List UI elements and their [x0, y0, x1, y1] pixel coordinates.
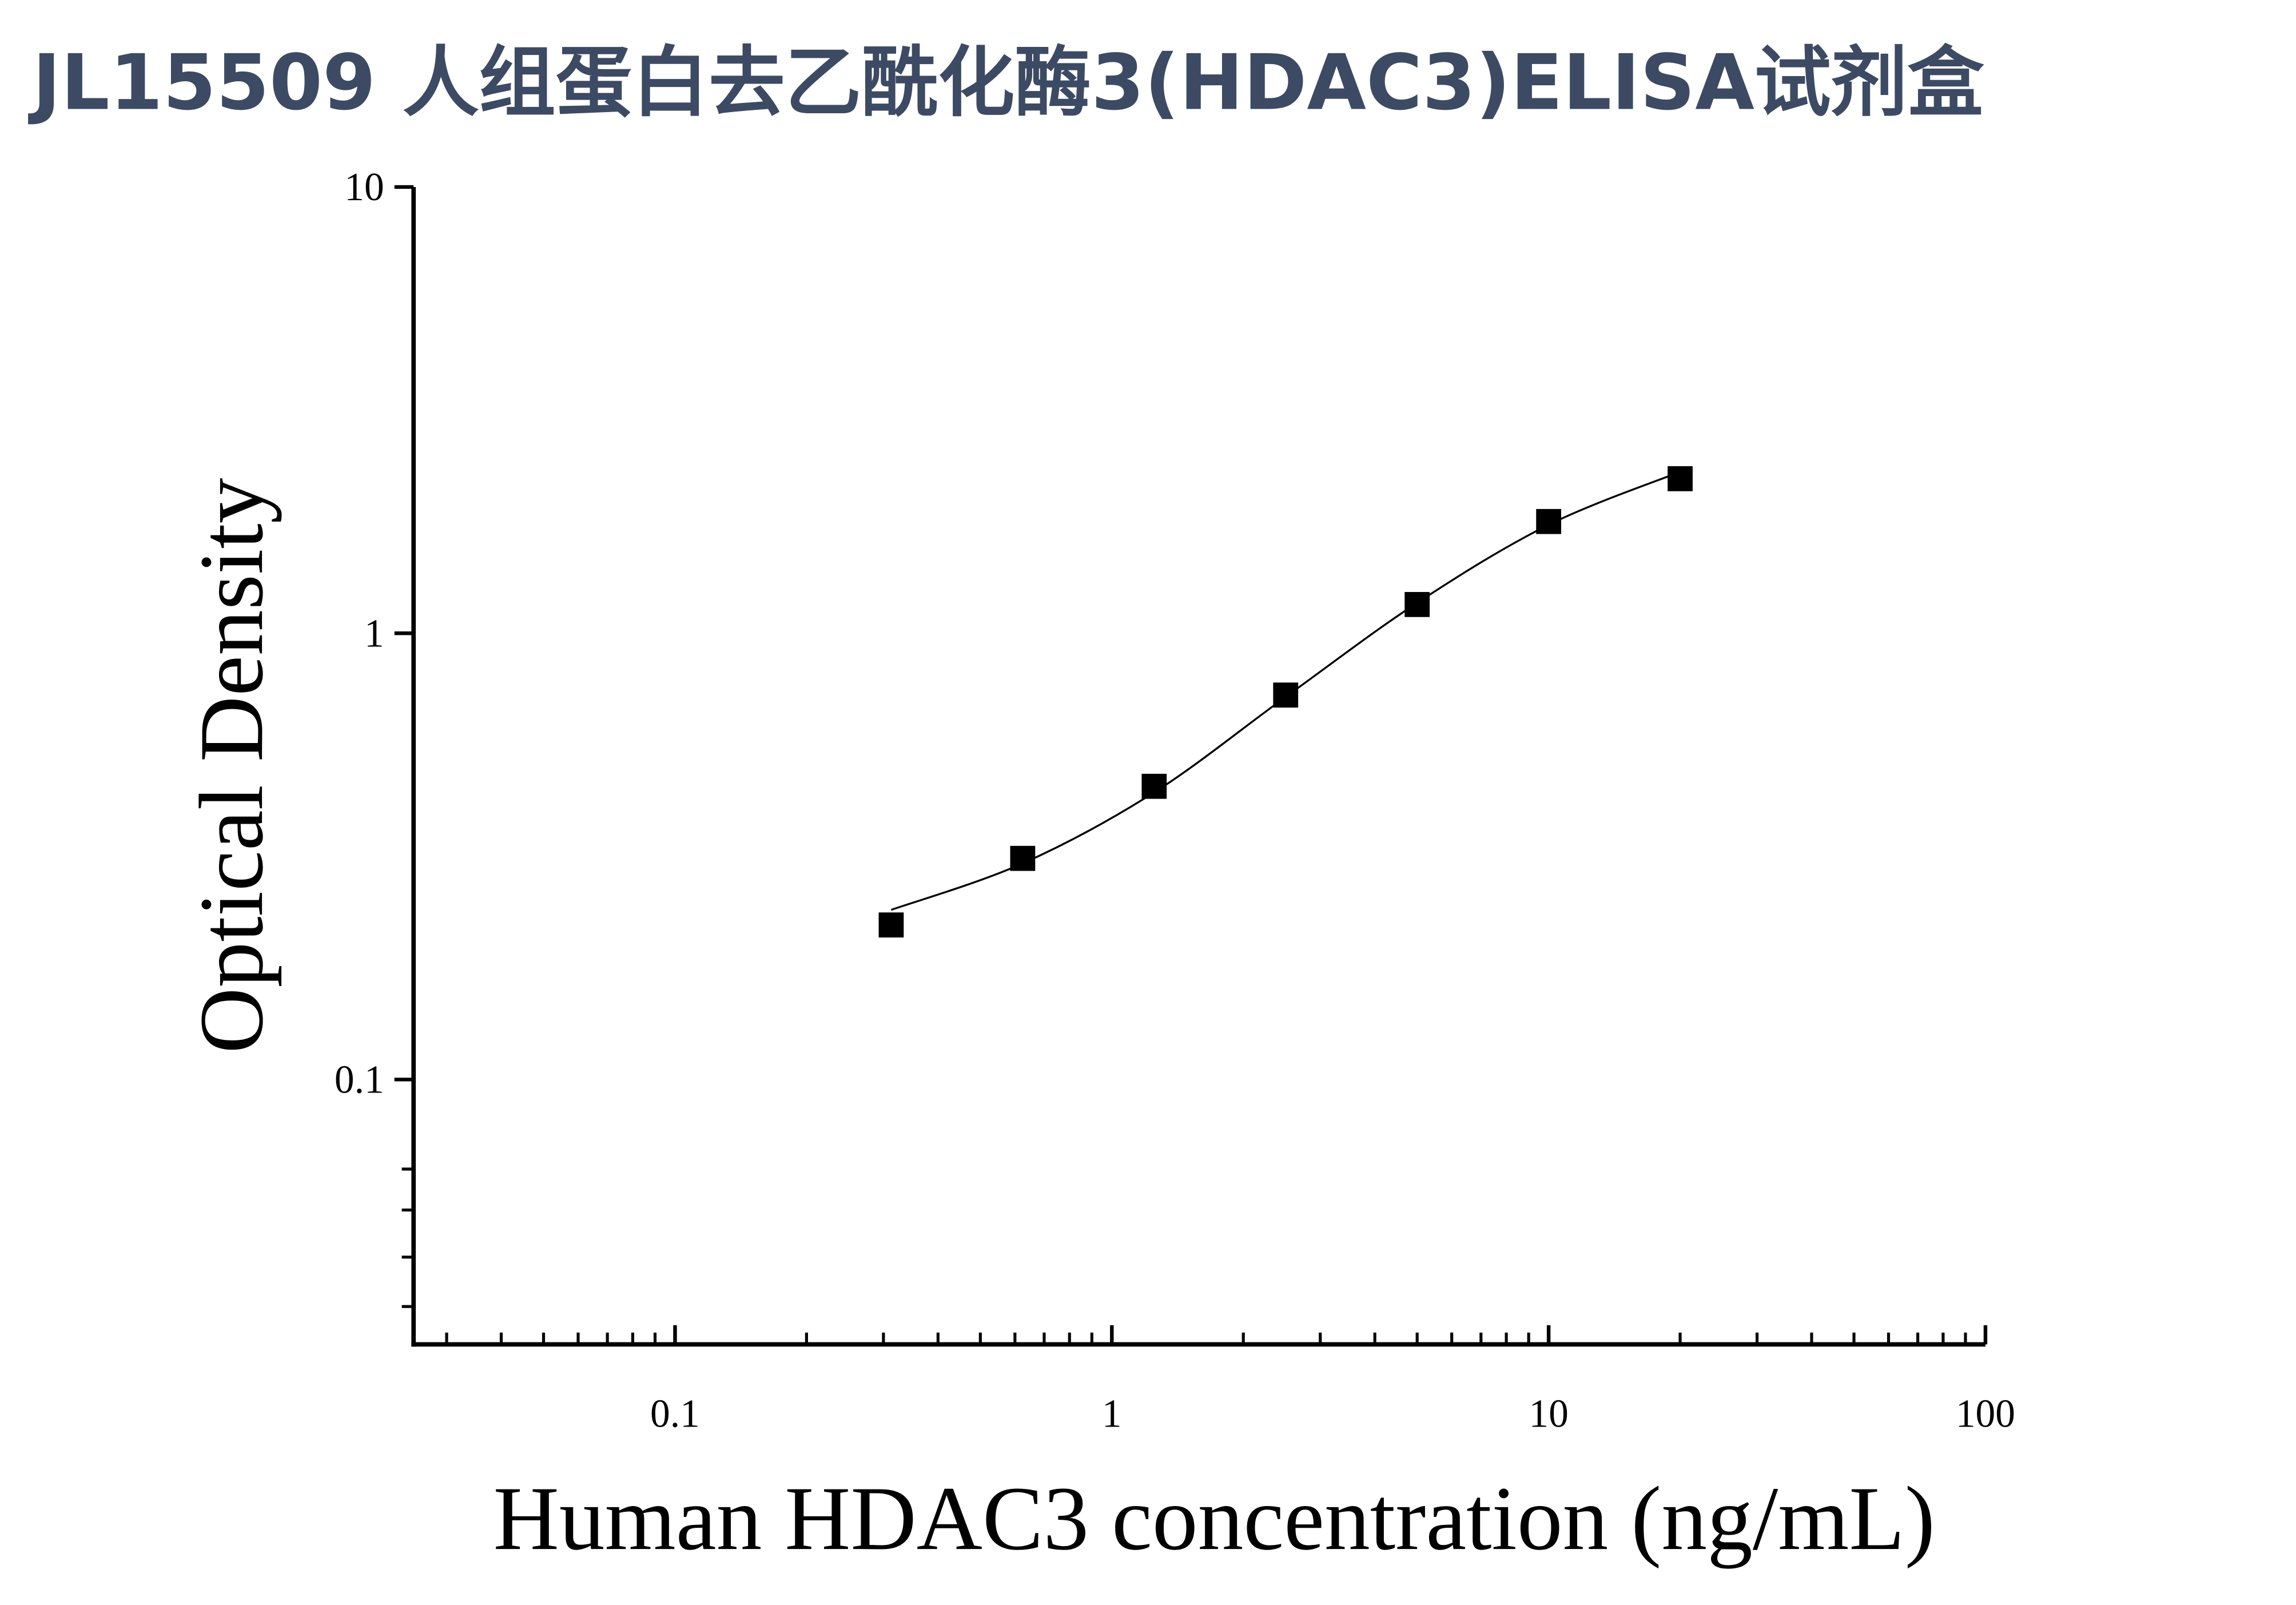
data-point [1404, 591, 1430, 617]
data-point [1141, 773, 1167, 799]
data-point [1536, 508, 1561, 534]
chart-title: JL15509 人组蛋白去乙酰化酶3(HDAC3)ELISA试剂盒 [28, 38, 1985, 127]
y-tick-label: 0.1 [335, 1058, 384, 1102]
data-point [1273, 682, 1299, 708]
x-tick-label: 1 [1102, 1392, 1122, 1436]
x-tick-label: 100 [1956, 1392, 2015, 1436]
y-tick-label: 1 [364, 611, 384, 655]
data-point [1010, 845, 1036, 871]
y-axis-label: Optical Density [181, 478, 282, 1053]
x-tick-label: 10 [1529, 1392, 1568, 1436]
x-axis-label: Human HDAC3 concentration (ng/mL) [494, 1468, 1935, 1569]
data-point [878, 912, 904, 937]
y-tick-label: 10 [344, 165, 384, 209]
data-point [1668, 466, 1693, 491]
x-tick-label: 0.1 [650, 1392, 700, 1436]
